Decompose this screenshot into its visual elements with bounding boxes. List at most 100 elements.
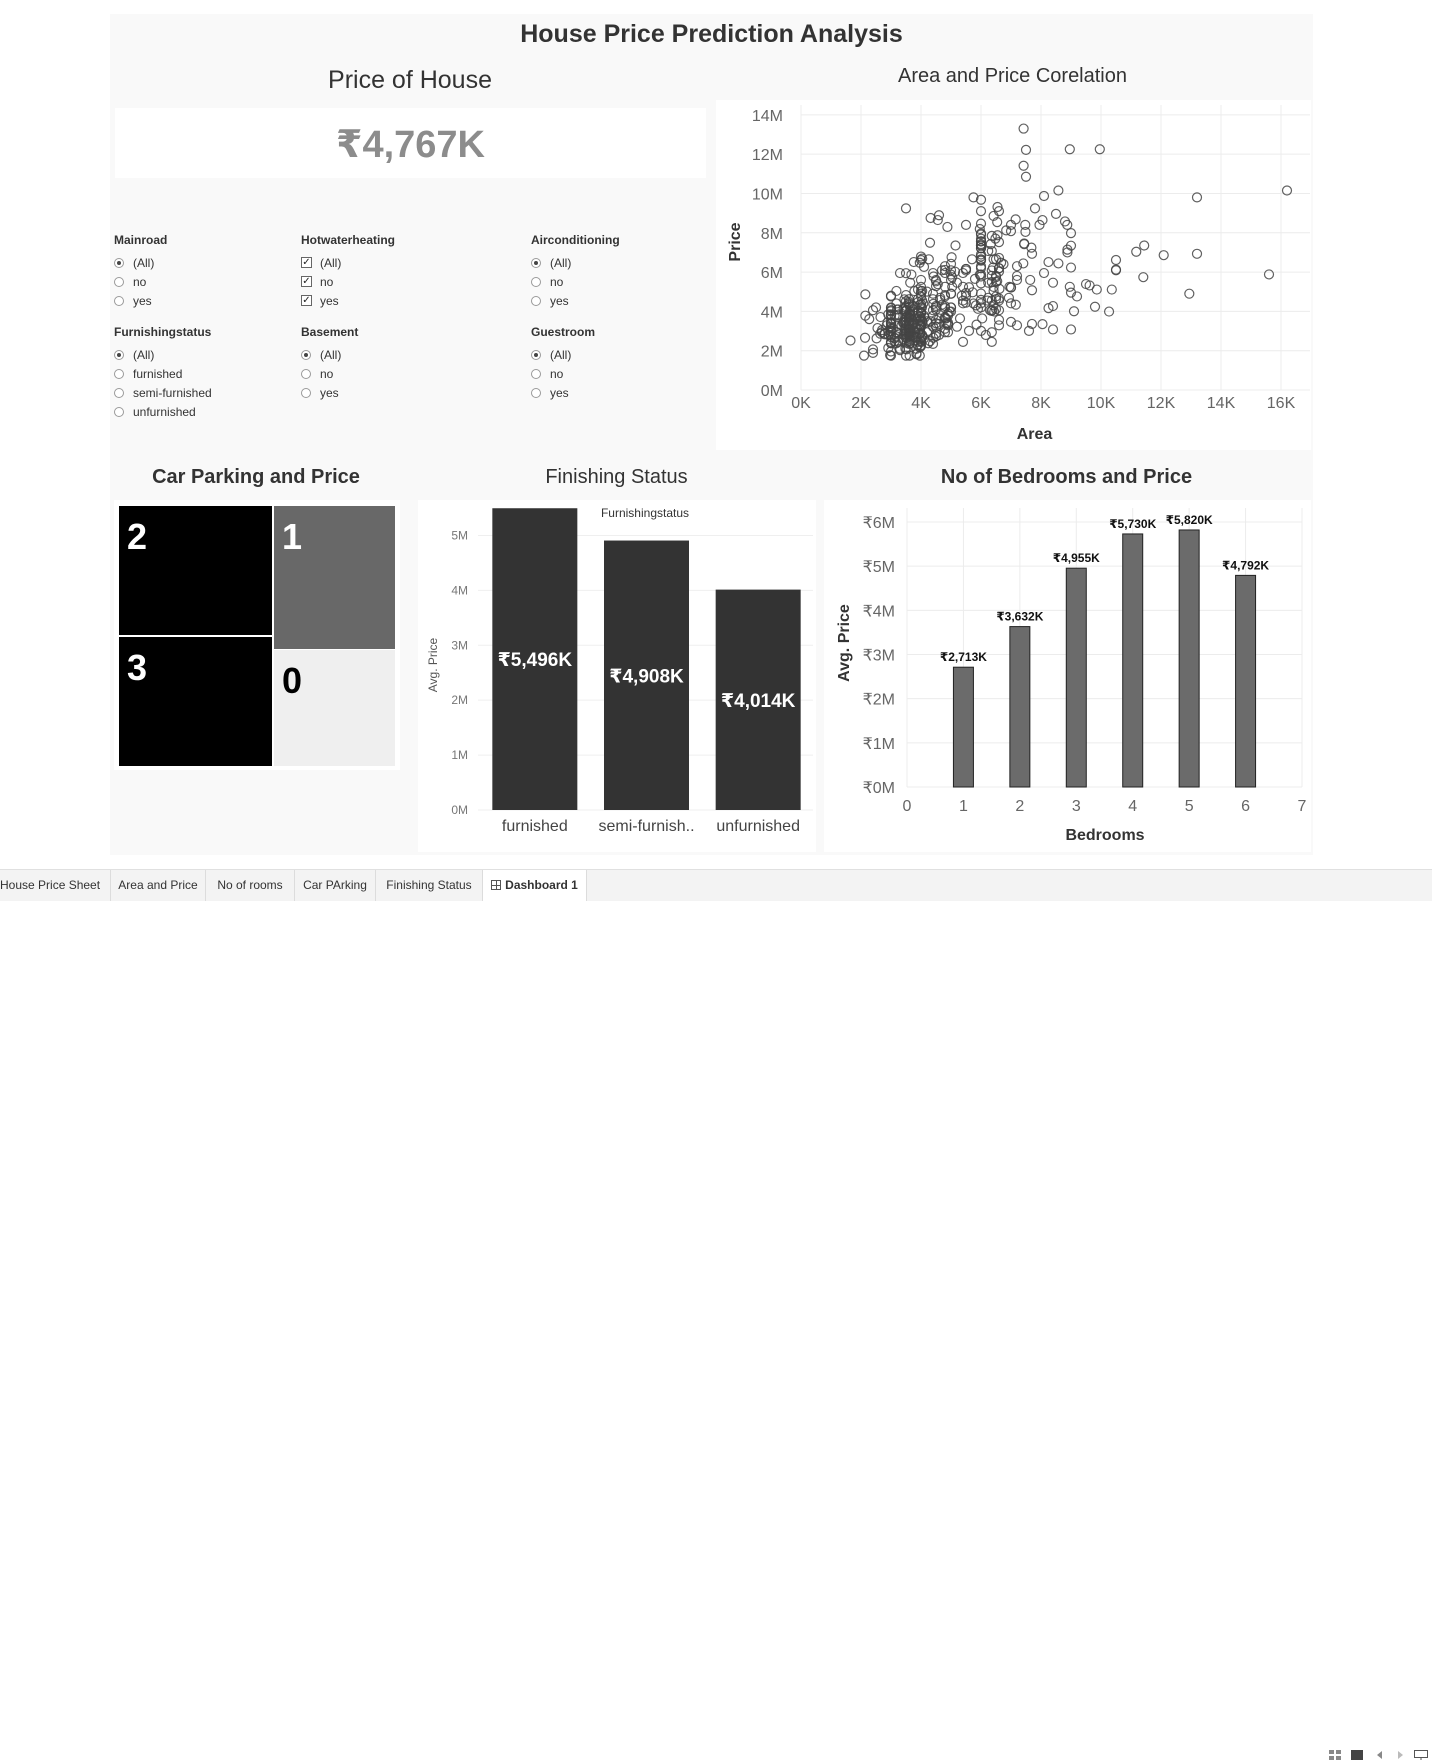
scatter-point bbox=[957, 298, 969, 309]
radio-icon[interactable] bbox=[531, 276, 541, 287]
radio-selected-icon[interactable] bbox=[531, 257, 541, 268]
y-tick-label: 2M bbox=[761, 344, 783, 361]
scatter-point bbox=[950, 240, 961, 251]
radio-icon[interactable] bbox=[114, 295, 124, 306]
checkbox-checked-icon[interactable]: ✓ bbox=[301, 276, 312, 287]
radio-selected-icon[interactable] bbox=[114, 349, 124, 360]
tab-area-and-price[interactable]: Area and Price bbox=[111, 870, 206, 901]
scatter-point bbox=[974, 223, 985, 235]
scatter-point bbox=[883, 342, 894, 354]
scatter-point bbox=[975, 255, 987, 266]
kpi-value: ₹4,767K bbox=[336, 124, 485, 166]
filter-option-label: yes bbox=[320, 293, 339, 308]
prev-icon[interactable] bbox=[1374, 1750, 1386, 1760]
scatter-point bbox=[1047, 324, 1059, 335]
y-tick-label: ₹3M bbox=[863, 648, 895, 665]
radio-icon[interactable] bbox=[114, 276, 124, 287]
filter-option[interactable]: yes bbox=[114, 291, 167, 310]
radio-icon[interactable] bbox=[301, 387, 311, 398]
scatter-point bbox=[932, 279, 943, 290]
scatter-point bbox=[1139, 240, 1150, 251]
checkbox-checked-icon[interactable]: ✓ bbox=[301, 295, 312, 306]
filter-option[interactable]: ✓ yes bbox=[301, 291, 395, 310]
radio-icon[interactable] bbox=[114, 406, 124, 417]
treemap-cell-1[interactable]: 1 bbox=[274, 506, 395, 649]
bar-value-label: ₹5,730K bbox=[1109, 517, 1156, 531]
filter-option[interactable]: (All) bbox=[114, 345, 212, 364]
scatter-point bbox=[915, 291, 927, 302]
scatter-point bbox=[1047, 300, 1059, 312]
scatter-point bbox=[860, 289, 871, 300]
filter-option[interactable]: furnished bbox=[114, 364, 212, 383]
scatter-point bbox=[1191, 248, 1203, 259]
radio-selected-icon[interactable] bbox=[114, 257, 124, 268]
tab-car-parking[interactable]: Car PArking bbox=[295, 870, 376, 901]
filter-option[interactable]: (All) bbox=[531, 345, 595, 364]
scatter-point bbox=[891, 331, 902, 342]
scatter-point bbox=[963, 282, 975, 293]
radio-selected-icon[interactable] bbox=[301, 349, 311, 360]
y-tick-label: 0M bbox=[761, 383, 783, 400]
scatter-point bbox=[867, 347, 879, 358]
next-icon[interactable] bbox=[1394, 1750, 1406, 1760]
filter-option[interactable]: ✓ no bbox=[301, 272, 395, 291]
radio-selected-icon[interactable] bbox=[531, 349, 541, 360]
treemap-cell-3[interactable]: 3 bbox=[119, 637, 272, 766]
radio-icon[interactable] bbox=[531, 295, 541, 306]
bar-bedrooms-2 bbox=[1009, 626, 1031, 788]
scatter-point bbox=[945, 258, 957, 269]
y-tick-label: ₹0M bbox=[863, 780, 895, 797]
radio-icon[interactable] bbox=[114, 387, 124, 398]
scatter-point bbox=[986, 230, 997, 242]
kpi-title: Price of House bbox=[328, 66, 492, 94]
scatter-point bbox=[1018, 160, 1029, 171]
filter-option[interactable]: yes bbox=[301, 383, 358, 402]
scatter-point bbox=[1038, 190, 1050, 202]
treemap-cell-2[interactable]: 2 bbox=[119, 506, 272, 635]
checkbox-checked-icon[interactable]: ✓ bbox=[301, 257, 312, 268]
scatter-point bbox=[975, 218, 987, 229]
x-tick-label: 5 bbox=[1185, 798, 1194, 815]
presentation-icon[interactable] bbox=[1414, 1750, 1428, 1760]
tab-no-of-rooms[interactable]: No of rooms bbox=[206, 870, 295, 901]
x-tick-label: 4K bbox=[911, 395, 931, 412]
x-tick-label: 2 bbox=[1015, 798, 1024, 815]
filter-option[interactable]: yes bbox=[531, 383, 595, 402]
filter-option[interactable]: no bbox=[531, 272, 620, 291]
tab-finishing-status[interactable]: Finishing Status bbox=[376, 870, 483, 901]
scatter-point bbox=[1026, 248, 1038, 259]
radio-icon[interactable] bbox=[531, 387, 541, 398]
filter-option-label: (All) bbox=[133, 347, 155, 362]
scatter-point bbox=[1010, 299, 1021, 310]
scatter-point bbox=[1091, 284, 1102, 295]
scatter-point bbox=[1106, 284, 1117, 295]
filter-option[interactable]: (All) bbox=[301, 345, 358, 364]
y-tick-label: ₹2M bbox=[863, 692, 895, 709]
radio-icon[interactable] bbox=[301, 368, 311, 379]
sheet-sorter-icon[interactable] bbox=[1329, 1750, 1341, 1760]
filter-option[interactable]: ✓ (All) bbox=[301, 253, 395, 272]
scatter-point bbox=[992, 201, 1003, 213]
filter-option-label: (All) bbox=[133, 255, 155, 270]
scatter-point bbox=[914, 350, 925, 361]
tab-dashboard-1[interactable]: Dashboard 1 bbox=[483, 870, 587, 901]
filter-option[interactable]: no bbox=[531, 364, 595, 383]
filter-option[interactable]: no bbox=[301, 364, 358, 383]
filmstrip-icon[interactable] bbox=[1351, 1750, 1363, 1760]
scatter-point bbox=[988, 281, 999, 293]
filter-option[interactable]: unfurnished bbox=[114, 402, 212, 421]
filter-option[interactable]: (All) bbox=[114, 253, 167, 272]
radio-icon[interactable] bbox=[114, 368, 124, 379]
filter-option[interactable]: no bbox=[114, 272, 167, 291]
filter-option[interactable]: (All) bbox=[531, 253, 620, 272]
tab-house-price-sheet[interactable]: House Price Sheet bbox=[0, 870, 111, 901]
treemap-cell-0[interactable]: 0 bbox=[274, 650, 395, 766]
filter-option[interactable]: semi-furnished bbox=[114, 383, 212, 402]
scatter-point bbox=[1068, 306, 1080, 317]
filter-option-label: (All) bbox=[320, 255, 342, 270]
radio-icon[interactable] bbox=[531, 368, 541, 379]
scatter-point bbox=[885, 350, 897, 361]
x-tick-label: 0 bbox=[903, 798, 912, 815]
finishing-title: Finishing Status bbox=[545, 466, 688, 488]
filter-option[interactable]: yes bbox=[531, 291, 620, 310]
